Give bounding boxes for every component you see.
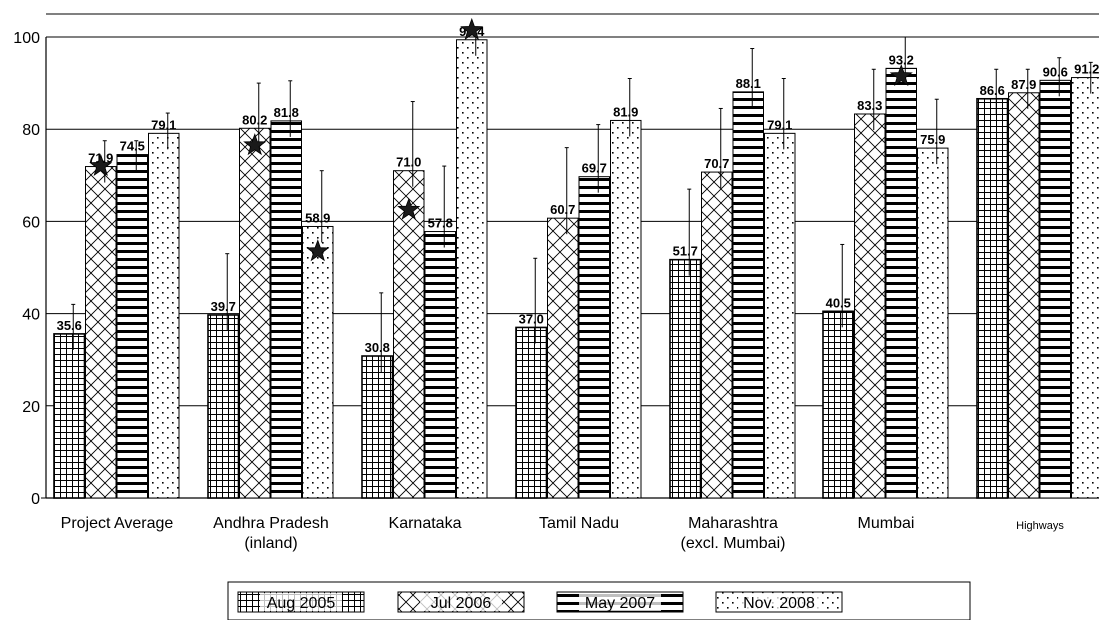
data-label: 70.7 [704, 156, 729, 171]
bar [764, 132, 796, 499]
star-marker [89, 153, 113, 176]
bar [1039, 79, 1071, 499]
legend-label-bg [260, 593, 342, 611]
star-marker [306, 239, 330, 262]
x-category-label: Tamil Nadu [539, 515, 619, 532]
data-label: 71.0 [396, 155, 421, 170]
data-label: 79.1 [767, 117, 792, 132]
bar [361, 355, 394, 499]
star-marker [397, 197, 421, 220]
data-label: 91.2 [1074, 62, 1099, 77]
x-category-label: Mumbai [858, 515, 915, 532]
x-category-label: Maharashtra [688, 515, 778, 532]
data-label: 30.8 [365, 340, 390, 355]
legend-label: Jul 2006 [431, 595, 492, 612]
data-label: 87.9 [1011, 77, 1036, 92]
data-label: 60.7 [550, 202, 575, 217]
bar [854, 113, 886, 499]
bar [917, 147, 949, 499]
y-tick-label: 80 [22, 122, 40, 139]
star-marker [460, 17, 484, 40]
x-category-label: Project Average [61, 515, 174, 532]
data-label: 74.5 [120, 139, 145, 154]
bar [669, 258, 702, 499]
data-label: 58.9 [305, 210, 330, 225]
data-label: 35.6 [57, 318, 82, 333]
bar [302, 225, 334, 499]
x-category-label: (excl. Mumbai) [681, 535, 786, 552]
bar [424, 231, 456, 499]
data-label: 69.7 [582, 161, 607, 176]
data-label: 86.6 [980, 83, 1005, 98]
data-label: 57.8 [428, 216, 453, 231]
y-tick-label: 20 [22, 399, 40, 416]
bar [1008, 92, 1040, 499]
bar [515, 326, 548, 499]
bars [53, 36, 1099, 499]
bar [610, 119, 642, 499]
legend-label: Nov. 2008 [743, 595, 815, 612]
y-tick-label: 40 [22, 307, 40, 324]
bar [976, 97, 1009, 499]
bar [578, 176, 610, 499]
data-label: 93.2 [889, 52, 914, 67]
data-label: 75.9 [920, 132, 945, 147]
bar [85, 166, 117, 499]
legend-label-bg [420, 593, 502, 611]
legend: Aug 2005 Jul 2006 May 2007 Nov. 2008 [227, 581, 971, 620]
data-label: 40.5 [826, 295, 851, 310]
bar [53, 333, 86, 499]
data-label: 90.6 [1043, 64, 1068, 79]
data-label: 80.2 [242, 112, 267, 127]
x-category-label: Andhra Pradesh [213, 515, 329, 532]
bar [393, 170, 425, 499]
bar [822, 310, 855, 499]
data-label: 51.7 [673, 244, 698, 259]
y-tick-label: 0 [31, 491, 40, 508]
data-label: 81.9 [613, 104, 638, 119]
legend-label: May 2007 [585, 595, 655, 612]
legend-label-bg [738, 593, 820, 611]
bar [456, 39, 488, 499]
bar [547, 217, 579, 499]
legend-label: Aug 2005 [267, 595, 336, 612]
y-tick-label: 60 [22, 214, 40, 231]
bar [1071, 77, 1099, 499]
x-category-label: Highways [1016, 520, 1064, 532]
x-category-label: Karnataka [389, 515, 462, 532]
bar [732, 91, 764, 499]
bar [239, 127, 271, 499]
bar [207, 314, 240, 499]
data-label: 37.0 [519, 311, 544, 326]
bar [701, 171, 733, 499]
data-label: 39.7 [211, 299, 236, 314]
data-label: 88.1 [736, 76, 761, 91]
star-marker [889, 64, 913, 87]
bar [116, 154, 148, 499]
x-category-label: (inland) [244, 535, 297, 552]
bar [270, 120, 302, 499]
star-marker [243, 133, 267, 156]
data-label: 83.3 [857, 98, 882, 113]
bar [885, 67, 917, 499]
data-label: 79.1 [151, 117, 176, 132]
data-label: 81.8 [274, 105, 299, 120]
legend-label-bg [579, 593, 661, 611]
y-tick-label: 100 [13, 30, 40, 47]
bar [148, 132, 180, 499]
labels: 35.639.730.837.051.740.586.671.980.271.0… [57, 17, 1099, 552]
